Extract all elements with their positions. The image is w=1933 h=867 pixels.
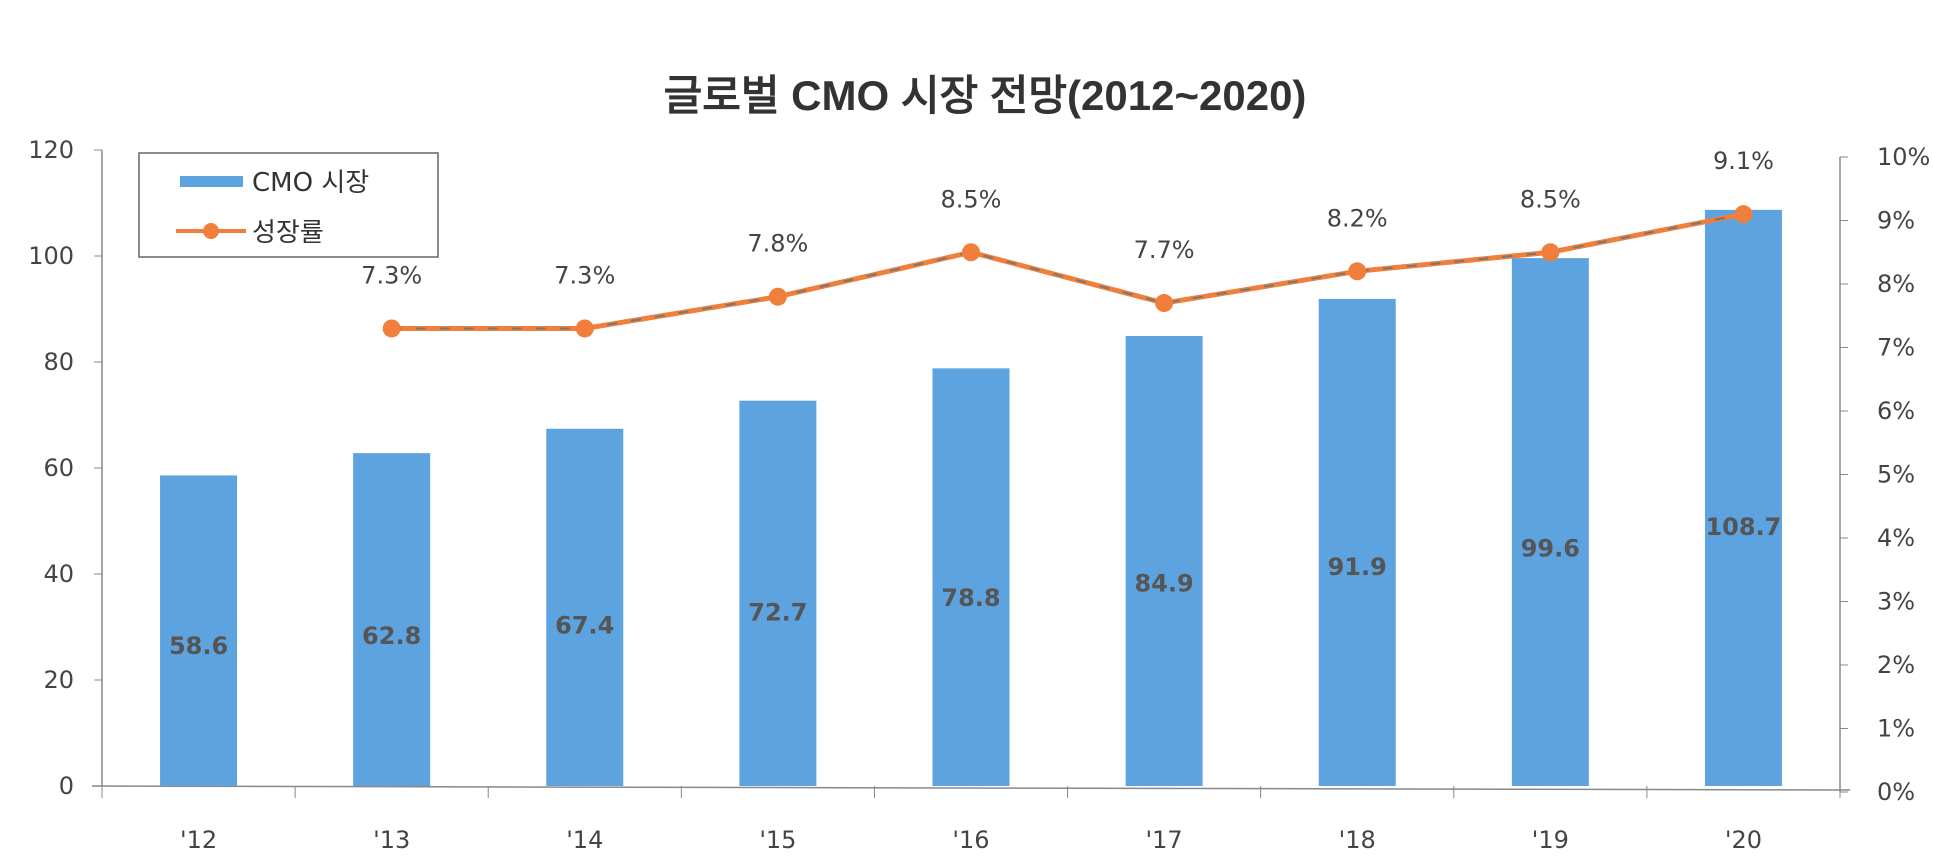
right-tick-label: 10% bbox=[1877, 143, 1930, 171]
chart-title: 글로벌 CMO 시장 전망(2012~2020) bbox=[664, 72, 1307, 119]
left-tick-label: 80 bbox=[43, 348, 74, 376]
growth-value-label: 8.2% bbox=[1327, 204, 1388, 232]
bar-value-label: 72.7 bbox=[748, 599, 807, 627]
bar-value-label: 108.7 bbox=[1705, 513, 1781, 541]
bar-value-label: 67.4 bbox=[555, 611, 614, 639]
growth-value-label: 7.7% bbox=[1134, 236, 1195, 264]
left-tick-label: 20 bbox=[43, 666, 74, 694]
x-tick-label: '12 bbox=[180, 826, 217, 854]
bar-value-label: 58.6 bbox=[169, 632, 228, 660]
growth-value-label: 7.3% bbox=[361, 261, 422, 289]
right-tick-label: 5% bbox=[1877, 461, 1915, 489]
right-tick-label: 9% bbox=[1877, 207, 1915, 235]
x-tick-label: '18 bbox=[1339, 826, 1376, 854]
bar bbox=[1318, 298, 1396, 786]
growth-line bbox=[382, 205, 1753, 338]
bars bbox=[160, 209, 1782, 786]
right-tick-label: 3% bbox=[1877, 588, 1915, 616]
growth-value-label: 9.1% bbox=[1713, 147, 1774, 175]
x-axis bbox=[91, 785, 1851, 791]
growth-value-label: 7.3% bbox=[554, 261, 615, 289]
growth-marker bbox=[575, 319, 594, 338]
growth-marker bbox=[1734, 205, 1753, 224]
legend-label-growth: 성장률 bbox=[252, 218, 324, 248]
bar-value-label: 99.6 bbox=[1521, 534, 1580, 562]
left-tick-label: 60 bbox=[43, 454, 74, 482]
x-tick-label: '14 bbox=[566, 826, 603, 854]
bar bbox=[160, 475, 238, 786]
right-tick-label: 4% bbox=[1877, 524, 1915, 552]
right-tick-label: 6% bbox=[1877, 397, 1915, 425]
bar-value-label: 84.9 bbox=[1135, 570, 1194, 598]
axes: 0 20 40 60 80 100 120 0% 1% 2% 3% 4% 5% 6% 7% 8% 9% 10% '1… bbox=[28, 136, 1930, 854]
legend: CMO 시장 성장률 bbox=[138, 152, 439, 258]
growth-marker bbox=[1348, 262, 1367, 281]
bar bbox=[1125, 336, 1203, 786]
bar bbox=[1704, 209, 1782, 786]
right-tick-label: 1% bbox=[1877, 715, 1915, 743]
growth-marker bbox=[1155, 294, 1174, 313]
data-labels: 58.6 62.8 67.4 72.7 78.8 84.9 91.9 99.6 108.7 7.3… bbox=[169, 147, 1781, 660]
bar-value-label: 78.8 bbox=[941, 584, 1000, 612]
left-tick-label: 100 bbox=[28, 242, 74, 270]
x-tick-label: '19 bbox=[1532, 826, 1569, 854]
x-tick-label: '17 bbox=[1146, 826, 1183, 854]
growth-marker bbox=[768, 287, 787, 306]
right-tick-label: 7% bbox=[1877, 334, 1915, 362]
growth-marker bbox=[962, 243, 980, 262]
x-tick-label: '13 bbox=[373, 826, 410, 854]
legend-marker bbox=[203, 223, 219, 239]
growth-value-label: 8.5% bbox=[1520, 185, 1581, 213]
growth-value-label: 7.8% bbox=[747, 230, 808, 258]
bar bbox=[546, 428, 624, 786]
left-tick-label: 40 bbox=[43, 560, 74, 588]
bar bbox=[739, 400, 817, 786]
bar bbox=[1511, 258, 1589, 786]
legend-box bbox=[138, 152, 439, 258]
right-tick-label: 2% bbox=[1877, 651, 1915, 679]
growth-marker bbox=[382, 319, 401, 338]
growth-value-label: 8.5% bbox=[941, 185, 1002, 213]
x-tick-label: '15 bbox=[759, 826, 796, 854]
x-tick-label: '20 bbox=[1725, 826, 1762, 854]
left-tick-label: 0 bbox=[59, 772, 74, 800]
right-tick-label: 0% bbox=[1877, 778, 1915, 806]
left-tick-label: 120 bbox=[28, 136, 74, 164]
legend-label-market: CMO 시장 bbox=[252, 168, 369, 198]
bar-value-label: 91.9 bbox=[1328, 553, 1387, 581]
legend-bar-swatch bbox=[180, 176, 243, 187]
bar bbox=[932, 368, 1010, 786]
growth-marker bbox=[1541, 243, 1560, 262]
right-tick-label: 8% bbox=[1877, 270, 1915, 298]
bar bbox=[353, 453, 431, 786]
bar-value-label: 62.8 bbox=[362, 622, 421, 650]
growth-line-dash bbox=[391, 213, 1744, 330]
x-tick-label: '16 bbox=[952, 826, 989, 854]
